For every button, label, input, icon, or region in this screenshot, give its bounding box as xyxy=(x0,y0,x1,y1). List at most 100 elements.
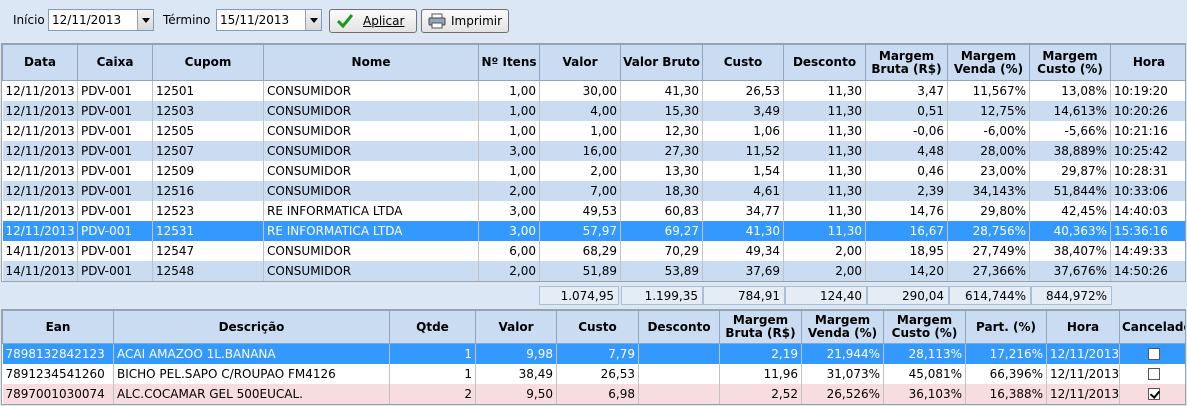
sales-cell[interactable]: 12501 xyxy=(152,80,264,101)
apply-button[interactable]: Aplicar xyxy=(329,9,417,33)
items-cell[interactable]: 7897001030074 xyxy=(2,383,114,404)
sales-cell[interactable]: PDV-001 xyxy=(77,220,153,241)
items-row[interactable]: 7898132842123 ACAI AMAZOO 1L.BANANA 1 9,98 7… xyxy=(2,343,1185,364)
sales-cell[interactable]: 12505 xyxy=(152,120,264,141)
chevron-down-icon[interactable] xyxy=(137,10,153,30)
sales-cell[interactable]: 10:21:16 xyxy=(1110,120,1185,141)
items-header-cell[interactable]: Margem Custo (%) xyxy=(883,310,966,344)
sales-cell[interactable]: CONSUMIDOR xyxy=(263,100,479,121)
sales-cell[interactable]: 1,00 xyxy=(478,100,540,121)
items-cell[interactable] xyxy=(638,383,720,404)
sales-cell[interactable]: CONSUMIDOR xyxy=(263,240,479,261)
sales-cell[interactable]: 51,844% xyxy=(1029,180,1111,201)
sales-cell[interactable]: 27,30 xyxy=(620,140,703,161)
sales-cell[interactable]: 0,51 xyxy=(865,100,948,121)
items-cell[interactable]: 2 xyxy=(389,383,476,404)
sales-cell[interactable]: PDV-001 xyxy=(77,120,153,141)
sales-cell[interactable]: CONSUMIDOR xyxy=(263,120,479,141)
sales-cell[interactable]: 2,39 xyxy=(865,180,948,201)
sales-cell[interactable]: 10:33:06 xyxy=(1110,180,1185,201)
sales-cell[interactable]: 3,49 xyxy=(702,100,784,121)
chevron-down-icon[interactable] xyxy=(305,10,321,30)
sales-cell[interactable]: 1,00 xyxy=(478,120,540,141)
sales-cell[interactable]: -6,00% xyxy=(947,120,1030,141)
sales-cell[interactable]: 13,30 xyxy=(620,160,703,181)
sales-cell[interactable]: 12,30 xyxy=(620,120,703,141)
sales-row[interactable]: 12/11/2013 PDV-001 12531 RE INFORMATICA LTD… xyxy=(2,220,1185,241)
sales-cell[interactable]: 10:20:26 xyxy=(1110,100,1185,121)
sales-cell[interactable]: 12547 xyxy=(152,240,264,261)
sales-cell[interactable]: 10:28:31 xyxy=(1110,160,1185,181)
sales-cell[interactable]: 57,97 xyxy=(539,220,621,241)
sales-cell[interactable]: 27,366% xyxy=(947,260,1030,281)
sales-cell[interactable]: 49,34 xyxy=(702,240,784,261)
sales-cell[interactable]: 12509 xyxy=(152,160,264,181)
sales-cell[interactable]: 14:50:26 xyxy=(1110,260,1185,281)
sales-cell[interactable]: 29,80% xyxy=(947,200,1030,221)
sales-row[interactable]: 14/11/2013 PDV-001 12548 CONSUMIDOR 2,00 51,8… xyxy=(2,260,1185,281)
items-header-cell[interactable]: Qtde xyxy=(389,310,476,344)
sales-cell[interactable]: 12548 xyxy=(152,260,264,281)
sales-header-cell[interactable]: Margem Bruta (R$) xyxy=(865,44,948,81)
items-cell[interactable]: 7891234541260 xyxy=(2,363,114,384)
sales-cell[interactable]: 11,52 xyxy=(702,140,784,161)
sales-cell[interactable]: 41,30 xyxy=(620,80,703,101)
sales-cell[interactable]: 14,20 xyxy=(865,260,948,281)
cancelado-cell[interactable] xyxy=(1119,343,1185,364)
sales-cell[interactable]: 49,53 xyxy=(539,200,621,221)
items-cell[interactable]: 2,52 xyxy=(719,383,802,404)
sales-cell[interactable]: PDV-001 xyxy=(77,100,153,121)
sales-cell[interactable]: 14:40:03 xyxy=(1110,200,1185,221)
items-cell[interactable]: 38,49 xyxy=(475,363,557,384)
cancelado-checkbox[interactable] xyxy=(1147,387,1160,400)
sales-cell[interactable]: 53,89 xyxy=(620,260,703,281)
sales-cell[interactable]: CONSUMIDOR xyxy=(263,180,479,201)
sales-row[interactable]: 12/11/2013 PDV-001 12516 CONSUMIDOR 2,00 7,00… xyxy=(2,180,1185,201)
sales-cell[interactable]: 4,48 xyxy=(865,140,948,161)
sales-header-cell[interactable]: Nº Itens xyxy=(478,44,540,81)
sales-cell[interactable]: CONSUMIDOR xyxy=(263,80,479,101)
sales-cell[interactable]: PDV-001 xyxy=(77,160,153,181)
sales-cell[interactable]: 12/11/2013 xyxy=(2,160,78,181)
sales-cell[interactable]: 11,30 xyxy=(783,200,866,221)
sales-cell[interactable]: 28,00% xyxy=(947,140,1030,161)
sales-cell[interactable]: 3,00 xyxy=(478,200,540,221)
sales-cell[interactable]: RE INFORMATICA LTDA xyxy=(263,220,479,241)
sales-cell[interactable]: 3,00 xyxy=(478,220,540,241)
items-header-cell[interactable]: Descrição xyxy=(113,310,390,344)
sales-cell[interactable]: PDV-001 xyxy=(77,200,153,221)
sales-cell[interactable]: 14/11/2013 xyxy=(2,260,78,281)
sales-header-cell[interactable]: Nome xyxy=(263,44,479,81)
sales-cell[interactable]: 6,00 xyxy=(478,240,540,261)
sales-cell[interactable]: 11,30 xyxy=(783,220,866,241)
items-cell[interactable]: 7,79 xyxy=(556,343,639,364)
sales-cell[interactable]: 11,30 xyxy=(783,160,866,181)
sales-row[interactable]: 12/11/2013 PDV-001 12503 CONSUMIDOR 1,00 4,00… xyxy=(2,100,1185,121)
sales-cell[interactable]: 18,95 xyxy=(865,240,948,261)
sales-cell[interactable]: 2,00 xyxy=(783,260,866,281)
cancelado-cell[interactable] xyxy=(1119,363,1185,384)
sales-cell[interactable]: 11,30 xyxy=(783,80,866,101)
sales-cell[interactable]: 12503 xyxy=(152,100,264,121)
sales-row[interactable]: 12/11/2013 PDV-001 12505 CONSUMIDOR 1,00 1,00… xyxy=(2,120,1185,141)
items-cell[interactable]: 66,396% xyxy=(965,363,1047,384)
sales-cell[interactable]: 2,00 xyxy=(478,260,540,281)
sales-header-cell[interactable]: Custo xyxy=(702,44,784,81)
sales-cell[interactable]: 15,30 xyxy=(620,100,703,121)
sales-cell[interactable]: 38,889% xyxy=(1029,140,1111,161)
sales-cell[interactable]: 12523 xyxy=(152,200,264,221)
sales-cell[interactable]: 14/11/2013 xyxy=(2,240,78,261)
sales-cell[interactable]: 0,46 xyxy=(865,160,948,181)
sales-cell[interactable]: 40,363% xyxy=(1029,220,1111,241)
sales-cell[interactable]: 27,749% xyxy=(947,240,1030,261)
sales-row[interactable]: 14/11/2013 PDV-001 12547 CONSUMIDOR 6,00 68,2… xyxy=(2,240,1185,261)
sales-cell[interactable]: 34,143% xyxy=(947,180,1030,201)
sales-cell[interactable]: 16,67 xyxy=(865,220,948,241)
items-cell[interactable]: 21,944% xyxy=(801,343,884,364)
sales-cell[interactable]: 12516 xyxy=(152,180,264,201)
items-cell[interactable]: 2,19 xyxy=(719,343,802,364)
sales-cell[interactable]: 12/11/2013 xyxy=(2,100,78,121)
sales-cell[interactable]: 12,75% xyxy=(947,100,1030,121)
sales-header-cell[interactable]: Valor Bruto xyxy=(620,44,703,81)
sales-row[interactable]: 12/11/2013 PDV-001 12523 RE INFORMATICA LTD… xyxy=(2,200,1185,221)
